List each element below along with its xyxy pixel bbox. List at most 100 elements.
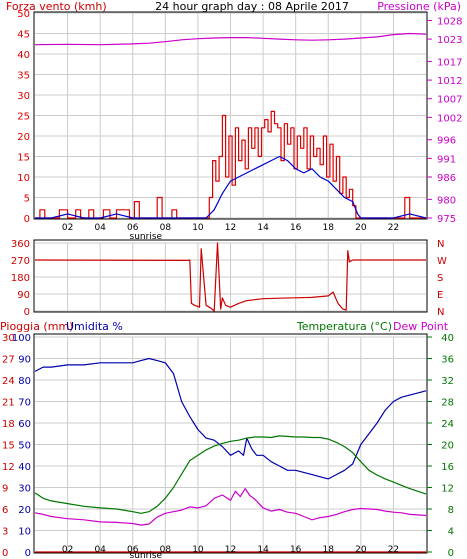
wind-xtick-6: 14: [257, 223, 269, 233]
pressure-ytick-4: 996: [437, 136, 456, 147]
humidity-xtick-2: 06: [127, 545, 139, 555]
rain-axis-title: Pioggia (mm): [0, 320, 73, 333]
wind-ytick-1: 5: [24, 194, 30, 205]
rain-ytick-10: 30: [2, 333, 15, 344]
temperature-ytick-6: 24: [441, 419, 454, 430]
wind-xtick-1: 04: [94, 223, 106, 233]
wind-xtick-8: 18: [323, 223, 335, 233]
direction-ytick-4: 360: [11, 239, 30, 250]
pressure-ytick-10: 1028: [437, 16, 462, 27]
direction-ytick-2: 180: [11, 273, 30, 284]
temperature-ytick-0: 0: [448, 548, 454, 559]
humidity-ytick-10: 100: [12, 333, 31, 344]
wind-xtick-0: 02: [62, 223, 73, 233]
humidity-xtick-5: 12: [225, 545, 236, 555]
humidity-ytick-5: 50: [18, 441, 31, 452]
series-line-dewpoint: [34, 488, 427, 526]
series-line-gust: [35, 110, 426, 219]
temperature-ytick-4: 16: [441, 462, 454, 473]
pressure-ytick-8: 1017: [437, 57, 462, 68]
humidity-ytick-1: 10: [18, 527, 31, 538]
wind-speed-axis-title: Forza vento (kmh): [6, 0, 107, 13]
direction-cardinal-3: E: [437, 290, 443, 301]
wind-sunrise-label: sunrise: [130, 232, 163, 242]
humidity-sunrise-label: sunrise: [130, 551, 163, 559]
humidity-xtick-6: 14: [257, 545, 269, 555]
temperature-ytick-10: 40: [441, 333, 454, 344]
wind-ytick-7: 35: [17, 71, 30, 82]
humidity-xtick-0: 02: [62, 545, 73, 555]
wind-xtick-2: 06: [127, 223, 139, 233]
wind-xtick-10: 22: [388, 223, 399, 233]
pressure-ytick-9: 1023: [437, 35, 462, 46]
humidity-ytick-7: 70: [18, 398, 31, 409]
wind-xtick-5: 12: [225, 223, 236, 233]
wind-ytick-6: 30: [17, 91, 30, 102]
direction-cardinal-4: N: [437, 307, 444, 318]
rain-ytick-4: 12: [2, 462, 15, 473]
wind-ytick-2: 10: [17, 173, 30, 184]
pressure-ytick-2: 986: [437, 173, 456, 184]
rain-ytick-7: 21: [2, 398, 15, 409]
series-line-direction: [34, 242, 426, 312]
wind-xtick-3: 08: [160, 223, 172, 233]
pressure-ytick-1: 980: [437, 195, 456, 206]
rain-ytick-9: 27: [2, 355, 15, 366]
humidity-xtick-1: 04: [94, 545, 106, 555]
series-line-temperature: [34, 435, 427, 514]
humidity-ytick-6: 60: [18, 419, 31, 430]
humidity-ytick-0: 0: [25, 548, 31, 559]
series-line-humidity: [34, 357, 427, 480]
series-line-pressure: [34, 32, 427, 46]
temperature-ytick-7: 28: [441, 398, 454, 409]
humidity-xtick-4: 10: [192, 545, 204, 555]
temperature-ytick-8: 32: [441, 376, 454, 387]
pressure-ytick-5: 1002: [437, 113, 462, 124]
rain-ytick-5: 15: [2, 441, 15, 452]
humidity-ytick-8: 80: [18, 376, 31, 387]
humidity-xtick-10: 22: [388, 545, 399, 555]
humidity-ytick-9: 90: [18, 355, 31, 366]
direction-ytick-0: 0: [24, 307, 30, 318]
direction-cardinal-2: S: [437, 273, 443, 284]
pressure-axis-title: Pressione (kPa): [377, 0, 461, 13]
wind-ytick-3: 15: [17, 153, 30, 164]
humidity-panel-frame: [33, 333, 428, 554]
series-line-avg: [35, 155, 427, 219]
pressure-ytick-3: 991: [437, 154, 456, 165]
temperature-ytick-5: 20: [441, 441, 454, 452]
humidity-ytick-4: 40: [18, 462, 31, 473]
chart-title: 24 hour graph day : 08 Aprile 2017: [155, 0, 349, 13]
direction-cardinal-1: W: [437, 256, 447, 267]
wind-xtick-4: 10: [192, 223, 204, 233]
rain-ytick-6: 18: [2, 419, 15, 430]
direction-ytick-1: 90: [17, 290, 30, 301]
humidity-xtick-7: 16: [290, 545, 302, 555]
wind-ytick-9: 45: [17, 30, 30, 41]
direction-ytick-3: 270: [11, 256, 30, 267]
humidity-xtick-8: 18: [323, 545, 335, 555]
humidity-xtick-3: 08: [160, 545, 172, 555]
temperature-ytick-1: 4: [448, 527, 454, 538]
direction-cardinal-0: N: [437, 239, 444, 250]
temperature-ytick-9: 36: [441, 355, 454, 366]
humidity-ytick-2: 20: [18, 505, 31, 516]
humidity-xtick-9: 20: [355, 545, 367, 555]
rain-ytick-2: 6: [2, 505, 8, 516]
dewpoint-axis-title: Dew Point: [393, 320, 449, 333]
rain-ytick-1: 3: [2, 527, 8, 538]
pressure-ytick-0: 975: [437, 214, 456, 225]
wind-panel-frame: [33, 11, 428, 220]
humidity-ytick-3: 30: [18, 484, 31, 495]
wind-xtick-7: 16: [290, 223, 302, 233]
temperature-ytick-3: 12: [441, 484, 454, 495]
temperature-axis-title: Temperatura (°C): [296, 320, 392, 333]
rain-ytick-3: 9: [2, 484, 8, 495]
rain-ytick-8: 24: [2, 376, 15, 387]
wind-ytick-4: 20: [17, 132, 30, 143]
temperature-ytick-2: 8: [448, 505, 454, 516]
wind-ytick-10: 50: [17, 9, 30, 20]
pressure-ytick-6: 1007: [437, 95, 462, 106]
pressure-ytick-7: 1012: [437, 76, 462, 87]
